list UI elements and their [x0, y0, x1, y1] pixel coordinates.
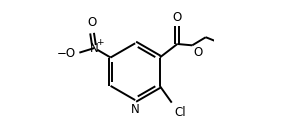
Text: −O: −O [57, 47, 76, 60]
Text: Cl: Cl [174, 106, 186, 119]
Text: N: N [131, 103, 140, 116]
Text: N: N [90, 42, 99, 55]
Text: O: O [173, 11, 182, 24]
Text: O: O [193, 46, 202, 59]
Text: +: + [96, 38, 103, 47]
Text: O: O [87, 16, 96, 29]
